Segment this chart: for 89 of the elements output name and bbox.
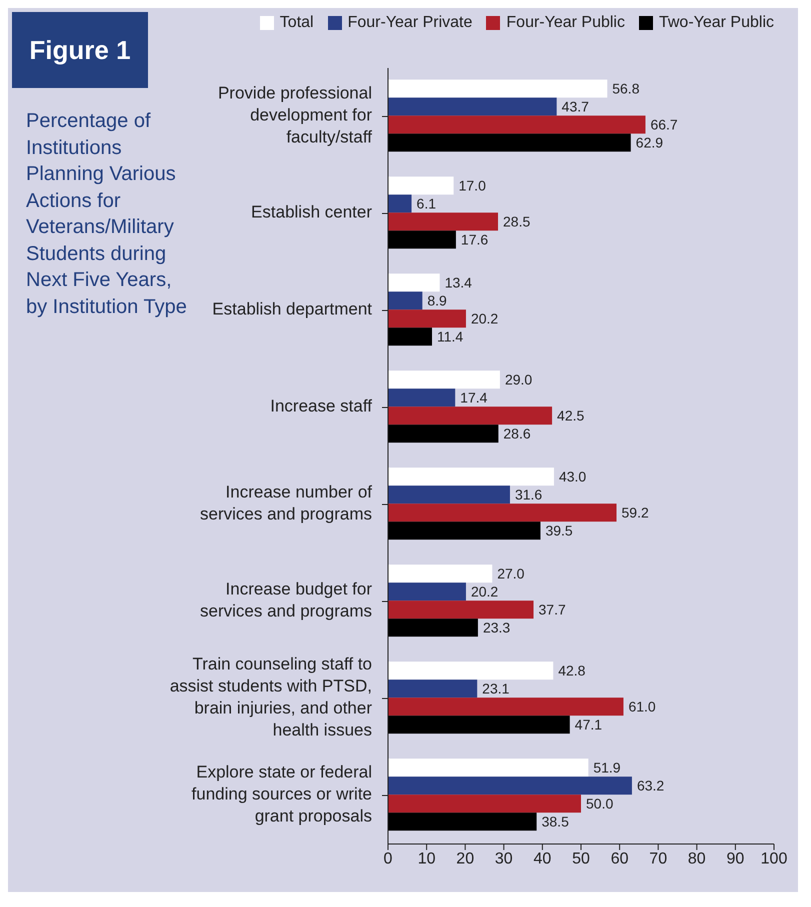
x-tick-label: 50 — [572, 850, 590, 868]
bar — [388, 194, 412, 213]
bar — [388, 698, 624, 716]
y-tick-label: Establish center — [251, 202, 372, 222]
bar — [388, 564, 492, 583]
data-label: 42.8 — [558, 662, 586, 679]
data-label: 59.2 — [622, 504, 649, 521]
x-tick-label: 30 — [494, 850, 513, 868]
x-tick-label: 20 — [456, 850, 474, 868]
bar — [388, 176, 454, 195]
bar — [388, 116, 646, 134]
data-label: 39.5 — [545, 522, 573, 539]
data-label: 20.2 — [470, 310, 498, 327]
bar — [388, 328, 432, 346]
data-label: 43.7 — [562, 98, 590, 115]
caption: Figure 1 — [12, 12, 148, 88]
legend-label: Two-Year Public — [658, 14, 774, 32]
bar — [388, 716, 570, 734]
text: Percentage of Institutions Planning Various Actions for Veterans/Military Students during Next Five Years, by Institution Type — [26, 109, 188, 320]
bar — [388, 776, 632, 795]
data-label: 63.2 — [636, 778, 664, 794]
bar — [388, 812, 537, 831]
data-label: 29.0 — [504, 372, 532, 388]
data-label: 50.0 — [586, 796, 614, 812]
data-label: 42.5 — [557, 408, 585, 424]
data-label: 11.4 — [437, 328, 464, 345]
bar — [388, 134, 631, 152]
data-label: 61.0 — [628, 698, 656, 715]
x-tick-label: 90 — [726, 850, 744, 868]
data-label: 23.1 — [482, 680, 510, 697]
bar — [388, 388, 456, 407]
data-label: 17.0 — [458, 178, 486, 194]
bar — [388, 212, 498, 231]
data-label: 47.1 — [574, 716, 602, 733]
data-label: 37.7 — [538, 602, 566, 618]
data-label: 23.3 — [482, 620, 510, 636]
data-label: 31.6 — [514, 486, 542, 503]
data-label: 43.0 — [558, 468, 586, 485]
bar — [388, 486, 510, 504]
y-tick-label: Increase number of services and programs — [200, 482, 372, 524]
data-label: 62.9 — [636, 134, 664, 151]
data-label: 28.6 — [503, 426, 531, 442]
data-label: 51.9 — [593, 760, 621, 776]
data-label: 28.5 — [503, 214, 530, 230]
bar — [388, 80, 608, 98]
y-tick-label: Provide professional development for faculty/staff — [218, 84, 372, 147]
x-tick-label: 80 — [688, 850, 706, 868]
bar — [388, 424, 498, 443]
data-label: 56.8 — [612, 80, 640, 97]
bar — [388, 522, 540, 540]
bar — [388, 310, 466, 328]
data-label: 20.2 — [470, 584, 498, 600]
x-tick-label: 0 — [384, 850, 393, 868]
x-tick-label: 100 — [760, 850, 788, 868]
y-tick-label: Train counseling staff to assist students with PTSD, brain injuries, and other health issues — [170, 654, 372, 740]
data-label: 38.5 — [542, 814, 570, 830]
bar — [388, 406, 552, 425]
bar — [388, 292, 422, 310]
data-label: 17.4 — [460, 390, 488, 406]
y-tick-label: Increase budget for services and programs — [200, 580, 372, 621]
bar — [388, 370, 500, 389]
bar — [388, 758, 588, 777]
y-tick-label: Explore state or federal funding sources or write grant proposals — [192, 762, 372, 826]
x-tick-label: 40 — [534, 850, 552, 868]
x-tick-label: 10 — [418, 850, 436, 868]
bar — [388, 662, 554, 680]
data-label: 6.1 — [416, 196, 436, 212]
bar — [388, 582, 466, 601]
x-tick-label: 70 — [649, 850, 668, 868]
bar — [388, 794, 581, 813]
bar — [388, 680, 478, 698]
legend-label: Four-Year Private — [348, 14, 472, 32]
bar — [388, 600, 534, 619]
data-label: 8.9 — [427, 292, 448, 309]
bar — [388, 468, 554, 486]
legend-label: Total — [280, 14, 314, 32]
bar — [388, 504, 617, 522]
data-label: 13.4 — [444, 274, 472, 291]
data-label: 66.7 — [650, 116, 678, 133]
y-tick-label: Establish department — [212, 300, 372, 319]
bar — [388, 274, 440, 292]
bar — [388, 230, 456, 249]
x-tick-label: 60 — [610, 850, 629, 868]
y-tick-label: Increase staff — [270, 396, 372, 416]
bar — [388, 618, 478, 637]
bar — [388, 98, 557, 116]
data-label: 17.6 — [460, 232, 488, 248]
legend-label: Four-Year Public — [506, 14, 625, 32]
data-label: 27.0 — [497, 566, 525, 582]
